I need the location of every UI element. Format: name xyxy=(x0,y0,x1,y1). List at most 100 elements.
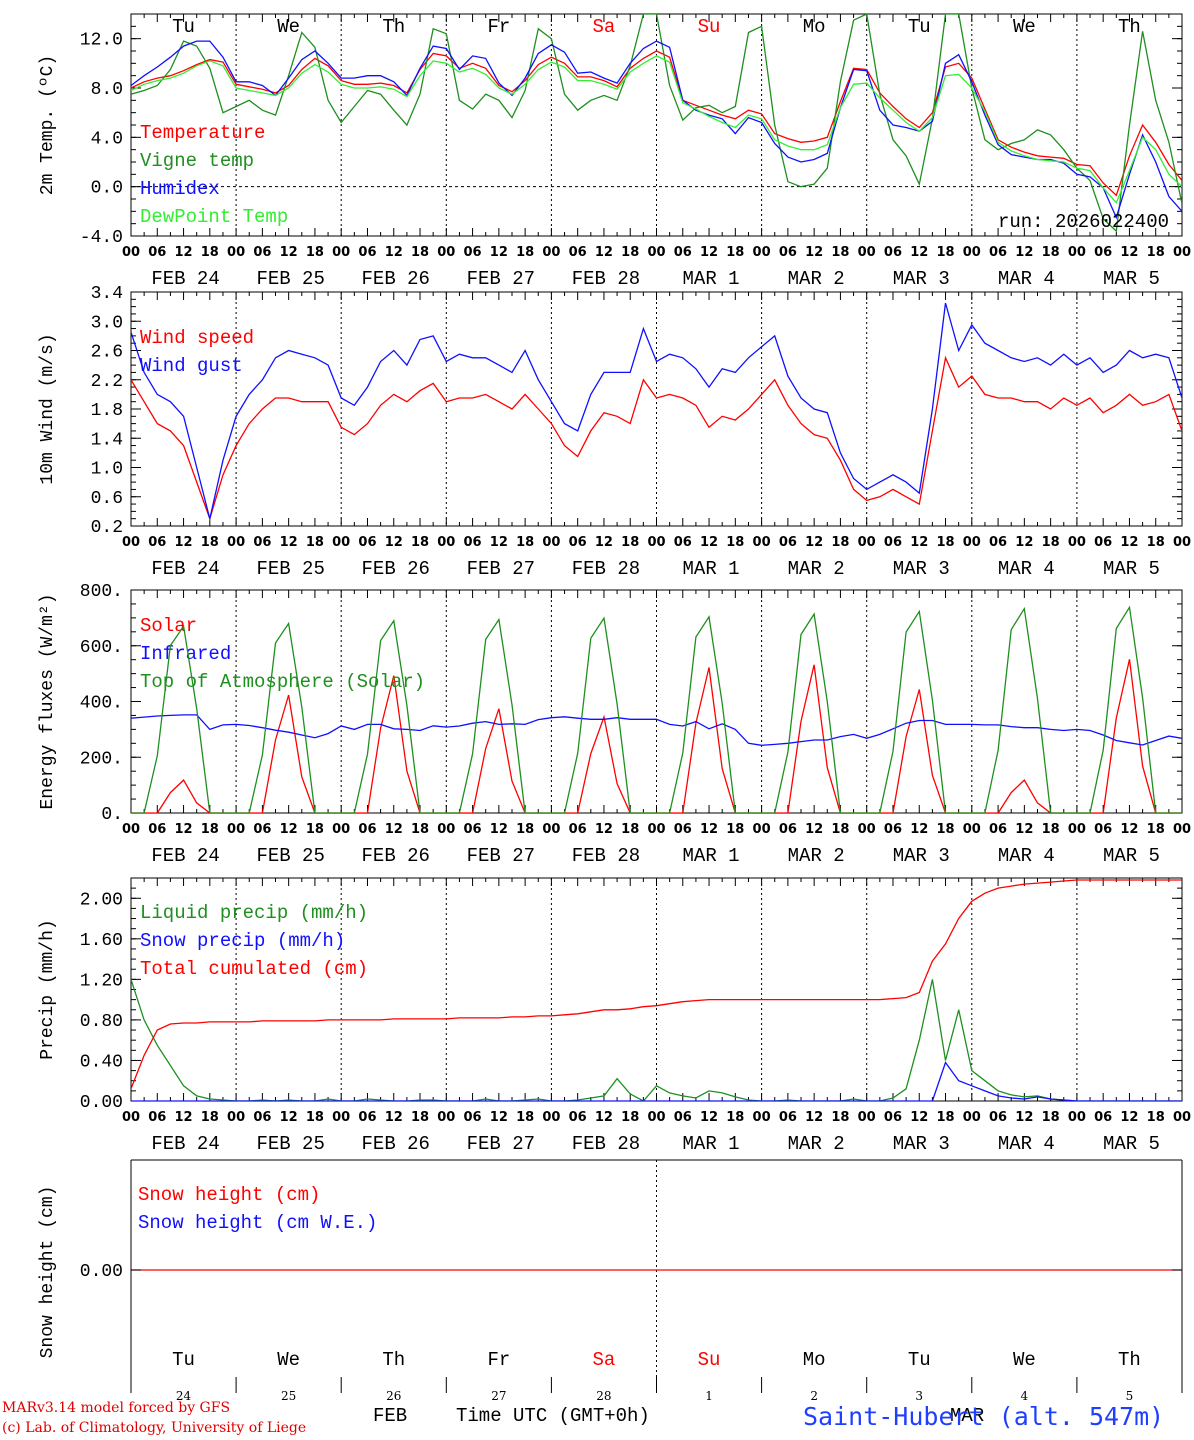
y-tick-label: 2.2 xyxy=(91,372,123,392)
hour-label: 18 xyxy=(1147,822,1165,837)
hour-label: 00 xyxy=(858,245,876,260)
hour-label: 12 xyxy=(1120,245,1138,260)
hour-label: 12 xyxy=(1120,1110,1138,1125)
hour-label: 12 xyxy=(1120,535,1138,550)
legend-entry: DewPoint Temp xyxy=(140,206,288,228)
weekday-label: Mo xyxy=(803,16,826,38)
hour-label: 00 xyxy=(227,535,245,550)
hour-label: 18 xyxy=(1042,245,1060,260)
y-tick-label: 12.0 xyxy=(80,31,123,51)
legend-entry: Snow height (cm) xyxy=(138,1184,320,1206)
hour-label: 00 xyxy=(1068,245,1086,260)
hour-label: 06 xyxy=(674,1110,692,1125)
date-label: FEB 25 xyxy=(256,1133,324,1155)
y-tick-label: 3.0 xyxy=(91,313,123,333)
date-label: MAR 3 xyxy=(893,1133,950,1155)
day-number: 1 xyxy=(705,1389,713,1403)
hour-label: 06 xyxy=(989,1110,1007,1125)
hour-label: 06 xyxy=(1094,1110,1112,1125)
month-mar: MAR xyxy=(950,1405,985,1427)
hour-label: 06 xyxy=(253,1110,271,1125)
date-label: FEB 28 xyxy=(572,1133,640,1155)
date-label: FEB 27 xyxy=(467,268,535,290)
hour-label: 12 xyxy=(700,245,718,260)
hour-label: 00 xyxy=(542,535,560,550)
legend-entry: Wind speed xyxy=(140,327,254,349)
date-label: MAR 3 xyxy=(893,558,950,580)
date-label: FEB 25 xyxy=(256,845,324,867)
hour-label: 00 xyxy=(963,535,981,550)
date-label: MAR 4 xyxy=(998,1133,1055,1155)
panel-1: -4.0 0.0 4.0 8.0 12.0 2m Temp. (ºC) 00 06 12 18 FE… xyxy=(38,13,1191,290)
hour-label: 06 xyxy=(674,245,692,260)
hour-label: 18 xyxy=(621,535,639,550)
hour-label: 06 xyxy=(148,535,166,550)
series-dewpoint-temp xyxy=(131,55,1182,204)
hour-label: 06 xyxy=(1094,535,1112,550)
weekday-label: Tu xyxy=(172,1349,195,1371)
hour-label: 06 xyxy=(569,1110,587,1125)
hour-label: 12 xyxy=(1015,535,1033,550)
hour-label: 12 xyxy=(910,822,928,837)
hour-label: 12 xyxy=(805,1110,823,1125)
hour-label: 12 xyxy=(910,245,928,260)
hour-label: 00 xyxy=(1068,822,1086,837)
hour-label: 00 xyxy=(437,245,455,260)
date-label: MAR 4 xyxy=(998,845,1055,867)
hour-label: 06 xyxy=(674,822,692,837)
hour-label: 12 xyxy=(1015,1110,1033,1125)
hour-label: 18 xyxy=(936,245,954,260)
hour-label: 00 xyxy=(1068,1110,1086,1125)
y-tick-label: 0.00 xyxy=(80,1262,123,1282)
hour-label: 18 xyxy=(201,1110,219,1125)
hour-label: 06 xyxy=(464,1110,482,1125)
panel-4: 0.00 0.40 0.80 1.20 1.60 2.00 Precip (mm/h) 00 0… xyxy=(38,877,1191,1155)
day-number: 3 xyxy=(915,1389,923,1403)
series-temperature xyxy=(131,50,1182,197)
hour-label: 00 xyxy=(542,822,560,837)
date-label: MAR 1 xyxy=(683,845,740,867)
weekday-label: Th xyxy=(382,1349,405,1371)
hour-label: 18 xyxy=(516,822,534,837)
y-tick-label: 800. xyxy=(80,582,123,602)
hour-label: 12 xyxy=(280,535,298,550)
hour-label: 00 xyxy=(1173,245,1191,260)
hour-label: 06 xyxy=(148,822,166,837)
y-tick-label: 8.0 xyxy=(91,80,123,100)
credit-line-2: (c) Lab. of Climatology, University of L… xyxy=(2,1420,307,1436)
hour-label: 00 xyxy=(963,822,981,837)
day-number: 24 xyxy=(176,1389,192,1403)
y-tick-label: 2.6 xyxy=(91,343,123,363)
hour-label: 12 xyxy=(490,822,508,837)
hour-label: 00 xyxy=(647,535,665,550)
date-label: FEB 24 xyxy=(151,558,219,580)
weekday-label: Sa xyxy=(593,16,616,38)
hour-label: 12 xyxy=(595,1110,613,1125)
hour-label: 06 xyxy=(1094,245,1112,260)
date-label: FEB 27 xyxy=(467,558,535,580)
panel-2: 0.2 0.6 1.0 1.4 1.8 2.2 2.6 3.0 3.4 10m Wind (m/s… xyxy=(38,284,1191,580)
date-label: FEB 28 xyxy=(572,845,640,867)
hour-label: 00 xyxy=(332,822,350,837)
hour-label: 18 xyxy=(726,822,744,837)
hour-label: 18 xyxy=(306,1110,324,1125)
hour-label: 12 xyxy=(1015,245,1033,260)
hour-label: 06 xyxy=(253,535,271,550)
weekday-label: Fr xyxy=(487,16,510,38)
hour-label: 06 xyxy=(1094,822,1112,837)
hour-label: 12 xyxy=(280,245,298,260)
legend-entry: Temperature xyxy=(140,122,265,144)
date-label: MAR 2 xyxy=(788,558,845,580)
date-label: FEB 24 xyxy=(151,845,219,867)
hour-label: 18 xyxy=(831,1110,849,1125)
date-label: MAR 1 xyxy=(683,268,740,290)
y-axis-label: Snow height (cm) xyxy=(38,1186,58,1359)
legend-entry: Wind gust xyxy=(140,355,243,377)
hour-label: 12 xyxy=(490,1110,508,1125)
hour-label: 06 xyxy=(779,822,797,837)
day-number: 4 xyxy=(1021,1389,1029,1403)
series-top-of-atmosphere-solar- xyxy=(131,605,1182,813)
hour-label: 06 xyxy=(148,245,166,260)
hour-label: 18 xyxy=(1042,535,1060,550)
weekday-label: Tu xyxy=(908,1349,931,1371)
